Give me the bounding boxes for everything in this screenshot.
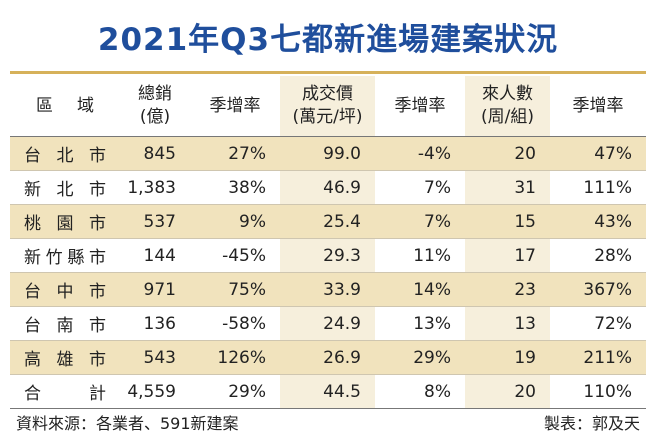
value-cell: 14% — [375, 272, 465, 307]
table-row: 新竹縣市 144 -45% 29.3 11% 17 28% — [10, 238, 646, 273]
table-row: 桃園市 537 9% 25.4 7% 15 43% — [10, 204, 646, 239]
value-cell: 15 — [465, 204, 550, 239]
table-row: 合計 4,559 29% 44.5 8% 20 110% — [10, 374, 646, 409]
value-cell: 9% — [190, 204, 280, 239]
header-row: 區 域總銷 (億) 季增率 成交價 (萬元/坪) 季增率 來人數 (周/組) 季增率 — [10, 76, 646, 137]
table-body: 台北市 845 27% 99.0 -4% 20 47% 新北市 1,383 38% 46.9 7% 31… — [10, 136, 646, 409]
value-cell: -58% — [190, 306, 280, 341]
value-cell: 20 — [465, 374, 550, 409]
table-row: 台中市 971 75% 33.9 14% 23 367% — [10, 272, 646, 307]
table-row: 台北市 845 27% 99.0 -4% 20 47% — [10, 136, 646, 171]
region-cell: 新北市 — [10, 170, 120, 205]
value-cell: 29.3 — [280, 238, 375, 273]
value-cell: 111% — [550, 170, 646, 205]
value-cell: 31 — [465, 170, 550, 205]
value-cell: 17 — [465, 238, 550, 273]
table-row: 台南市 136 -58% 24.9 13% 13 72% — [10, 306, 646, 341]
value-cell: 44.5 — [280, 374, 375, 409]
value-cell: 7% — [375, 204, 465, 239]
value-cell: 8% — [375, 374, 465, 409]
source: 資料來源：各業者、591新建案 — [16, 414, 239, 433]
value-cell: 38% — [190, 170, 280, 205]
region-cell: 台北市 — [10, 136, 120, 171]
value-cell: 26.9 — [280, 340, 375, 375]
column-header: 成交價 (萬元/坪) — [280, 76, 375, 137]
column-header: 來人數 (周/組) — [465, 76, 550, 137]
author: 製表：郭及天 — [543, 414, 640, 433]
column-header: 總銷 (億) — [120, 76, 190, 137]
value-cell: 543 — [120, 340, 190, 375]
value-cell: 845 — [120, 136, 190, 171]
value-cell: 11% — [375, 238, 465, 273]
footer: 資料來源：各業者、591新建案 製表：郭及天 — [10, 410, 646, 434]
region-cell: 合計 — [10, 374, 120, 409]
value-cell: 537 — [120, 204, 190, 239]
value-cell: 99.0 — [280, 136, 375, 171]
table-row: 新北市 1,383 38% 46.9 7% 31 111% — [10, 170, 646, 205]
value-cell: 126% — [190, 340, 280, 375]
data-table: 區 域總銷 (億) 季增率 成交價 (萬元/坪) 季增率 來人數 (周/組) 季增率 台北… — [10, 76, 646, 409]
value-cell: 72% — [550, 306, 646, 341]
value-cell: 13 — [465, 306, 550, 341]
value-cell: 13% — [375, 306, 465, 341]
value-cell: 25.4 — [280, 204, 375, 239]
value-cell: 20 — [465, 136, 550, 171]
value-cell: 367% — [550, 272, 646, 307]
table-row: 高雄市 543 126% 26.9 29% 19 211% — [10, 340, 646, 375]
value-cell: 24.9 — [280, 306, 375, 341]
title: 2021年Q3七都新進場建案狀況 — [97, 22, 559, 58]
value-cell: 136 — [120, 306, 190, 341]
value-cell: 211% — [550, 340, 646, 375]
value-cell: -4% — [375, 136, 465, 171]
value-cell: 75% — [190, 272, 280, 307]
value-cell: 46.9 — [280, 170, 375, 205]
value-cell: 4,559 — [120, 374, 190, 409]
value-cell: 29% — [190, 374, 280, 409]
column-header: 季增率 — [550, 76, 646, 137]
column-header: 區 域 — [10, 76, 120, 137]
region-cell: 台中市 — [10, 272, 120, 307]
title-rule — [10, 71, 646, 74]
value-cell: 43% — [550, 204, 646, 239]
value-cell: 19 — [465, 340, 550, 375]
region-cell: 桃園市 — [10, 204, 120, 239]
value-cell: 971 — [120, 272, 190, 307]
value-cell: 47% — [550, 136, 646, 171]
region-cell: 台南市 — [10, 306, 120, 341]
value-cell: 110% — [550, 374, 646, 409]
region-cell: 新竹縣市 — [10, 238, 120, 273]
value-cell: 7% — [375, 170, 465, 205]
value-cell: 27% — [190, 136, 280, 171]
value-cell: -45% — [190, 238, 280, 273]
value-cell: 144 — [120, 238, 190, 273]
value-cell: 29% — [375, 340, 465, 375]
value-cell: 1,383 — [120, 170, 190, 205]
value-cell: 23 — [465, 272, 550, 307]
region-cell: 高雄市 — [10, 340, 120, 375]
value-cell: 28% — [550, 238, 646, 273]
value-cell: 33.9 — [280, 272, 375, 307]
column-header: 季增率 — [190, 76, 280, 137]
column-header: 季增率 — [375, 76, 465, 137]
